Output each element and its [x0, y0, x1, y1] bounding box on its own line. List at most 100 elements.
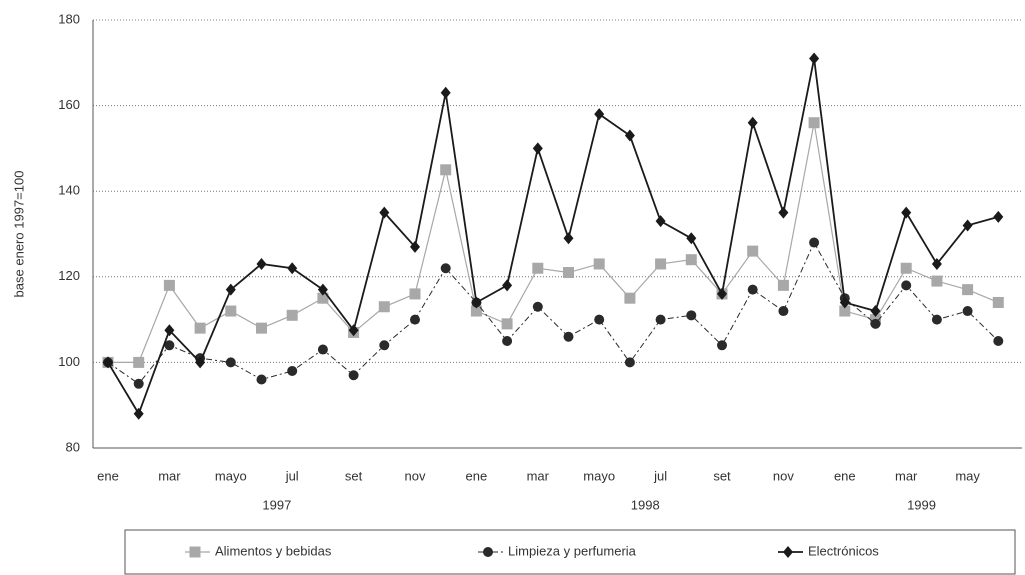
- point: [379, 206, 390, 219]
- point: [809, 52, 820, 65]
- point: [931, 275, 943, 287]
- x-tick-label: mayo: [215, 468, 247, 483]
- point: [256, 374, 267, 385]
- x-tick-label: nov: [405, 468, 426, 483]
- x-tick-label: jul: [653, 468, 667, 483]
- point: [594, 108, 605, 121]
- x-tick-label: ene: [834, 468, 856, 483]
- point: [287, 365, 298, 376]
- legend-marker: [483, 547, 493, 557]
- year-label: 1997: [262, 497, 291, 512]
- point: [286, 309, 298, 321]
- point: [103, 356, 113, 369]
- point: [501, 318, 513, 330]
- point: [256, 322, 267, 334]
- year-label: 1999: [907, 497, 936, 512]
- point: [962, 219, 973, 232]
- point: [717, 287, 727, 300]
- point: [931, 314, 942, 325]
- point: [164, 324, 175, 337]
- legend-label: Alimentos y bebidas: [215, 543, 332, 558]
- point: [624, 357, 635, 368]
- point: [194, 322, 206, 334]
- point: [502, 279, 513, 292]
- point: [410, 240, 420, 253]
- point: [593, 258, 605, 270]
- point: [563, 232, 574, 245]
- point: [747, 116, 758, 129]
- point: [594, 314, 605, 325]
- x-tick-label: mayo: [583, 468, 615, 483]
- point: [901, 280, 912, 291]
- point: [440, 263, 451, 274]
- point: [993, 210, 1004, 223]
- point: [195, 356, 206, 369]
- x-tick-label: set: [345, 468, 363, 483]
- point: [685, 254, 697, 266]
- point: [317, 344, 328, 355]
- y-tick-label: 80: [66, 439, 80, 454]
- point: [348, 370, 359, 381]
- legend-label: Electrónicos: [808, 543, 879, 558]
- legend-label: Limpieza y perfumeria: [508, 543, 637, 558]
- point: [839, 296, 850, 309]
- point: [808, 117, 820, 129]
- series-line: [108, 122, 999, 363]
- point: [717, 340, 727, 351]
- point: [686, 232, 697, 245]
- legend-marker: [783, 546, 793, 558]
- point: [900, 262, 912, 274]
- y-tick-label: 160: [58, 97, 80, 112]
- point: [225, 305, 237, 317]
- x-tick-label: ene: [466, 468, 488, 483]
- series-line: [107, 241, 999, 385]
- point: [778, 306, 789, 317]
- point: [901, 206, 912, 219]
- y-tick-label: 120: [58, 268, 80, 283]
- point: [809, 237, 820, 248]
- point: [133, 378, 144, 389]
- legend-box: [124, 529, 1016, 575]
- point: [287, 262, 298, 275]
- point: [532, 142, 543, 155]
- point: [962, 284, 974, 296]
- point: [502, 336, 513, 346]
- point: [747, 284, 758, 295]
- point: [379, 340, 390, 351]
- x-tick-label: set: [713, 468, 731, 483]
- x-tick-label: mar: [527, 468, 550, 483]
- point: [256, 257, 267, 270]
- legend-marker: [189, 546, 201, 558]
- x-tick-label: may: [955, 468, 980, 483]
- y-tick-label: 180: [58, 11, 80, 26]
- point: [624, 129, 635, 142]
- point: [624, 292, 636, 304]
- point: [563, 331, 574, 342]
- y-tick-label: 140: [58, 183, 80, 198]
- point: [410, 314, 420, 325]
- point: [992, 296, 1004, 308]
- year-label: 1998: [631, 497, 660, 512]
- point: [440, 86, 451, 99]
- x-tick-label: nov: [773, 468, 794, 483]
- point: [409, 288, 421, 300]
- point: [348, 324, 359, 337]
- x-tick-label: jul: [285, 468, 299, 483]
- point: [317, 283, 328, 296]
- point: [471, 296, 482, 309]
- point: [440, 164, 452, 176]
- point: [225, 283, 236, 296]
- point: [655, 215, 666, 228]
- point: [532, 262, 544, 274]
- point: [931, 257, 942, 270]
- y-axis-label: base enero 1997=100: [11, 171, 26, 298]
- x-tick-label: mar: [158, 468, 181, 483]
- point: [747, 245, 759, 257]
- point: [870, 318, 881, 329]
- point: [655, 314, 666, 325]
- point: [563, 267, 574, 279]
- y-tick-label: 100: [58, 354, 80, 369]
- point: [163, 279, 175, 291]
- point: [962, 306, 973, 317]
